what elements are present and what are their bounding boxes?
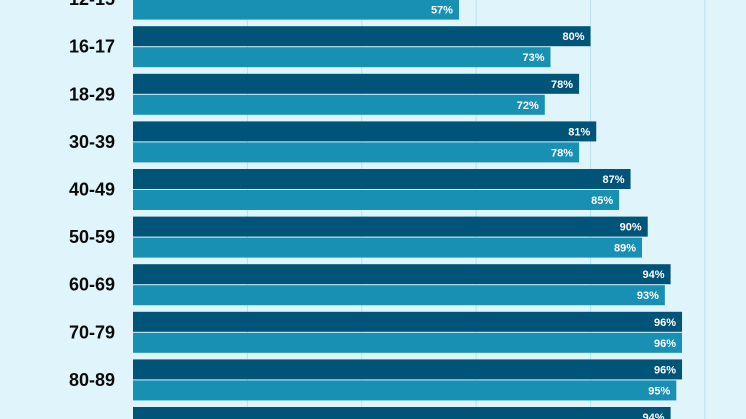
value-label: 87% (603, 174, 625, 186)
bar-light-30-39 (133, 142, 580, 163)
category-label: 80-89 (69, 370, 115, 390)
bar-dark-16-17 (133, 26, 591, 47)
category-label: 12-15 (69, 0, 115, 9)
value-label: 93% (637, 290, 659, 302)
category-label: 40-49 (69, 180, 115, 200)
category-label: 50-59 (69, 227, 115, 247)
category-label: 90+ (69, 418, 100, 419)
bar-light-70-79 (133, 332, 683, 353)
bar-light-60-69 (133, 285, 665, 306)
value-label: 94% (643, 269, 665, 281)
value-label: 72% (517, 100, 539, 112)
bar-light-50-59 (133, 237, 642, 258)
bar-dark-40-49 (133, 169, 631, 189)
value-label: 96% (654, 317, 676, 329)
value-label: 80% (562, 31, 584, 43)
bar-light-16-17 (133, 47, 551, 68)
bars (133, 0, 683, 419)
bar-light-18-29 (133, 94, 545, 115)
bar-dark-80-89 (133, 359, 683, 380)
bar-light-80-89 (133, 380, 677, 401)
bar-dark-70-79 (133, 311, 683, 332)
category-label: 18-29 (69, 84, 115, 104)
category-label: 70-79 (69, 322, 115, 342)
value-label: 73% (522, 52, 544, 64)
value-label: 57% (431, 5, 453, 17)
bar-light-40-49 (133, 190, 620, 210)
value-label: 78% (551, 147, 573, 159)
value-label: 96% (654, 364, 676, 376)
value-label: 94% (643, 412, 665, 419)
value-label: 89% (614, 243, 636, 255)
value-label: 95% (648, 385, 670, 397)
bar-dark-50-59 (133, 216, 648, 237)
value-label: 85% (591, 195, 613, 207)
labels: 57% 12-15 80% 73% 16-17 78% 72% 18-29 81% 78% 30-3… (69, 0, 676, 419)
value-label: 81% (568, 126, 590, 138)
category-label: 60-69 (69, 275, 115, 295)
category-label: 30-39 (69, 132, 115, 152)
bar-light-12-15 (133, 0, 459, 20)
bar-dark-30-39 (133, 121, 597, 142)
value-label: 90% (620, 222, 642, 234)
category-label: 16-17 (69, 37, 115, 57)
value-label: 78% (551, 79, 573, 91)
bar-dark-90+ (133, 407, 671, 419)
bar-dark-18-29 (133, 73, 580, 94)
bar-dark-60-69 (133, 264, 671, 285)
value-label: 96% (654, 338, 676, 350)
